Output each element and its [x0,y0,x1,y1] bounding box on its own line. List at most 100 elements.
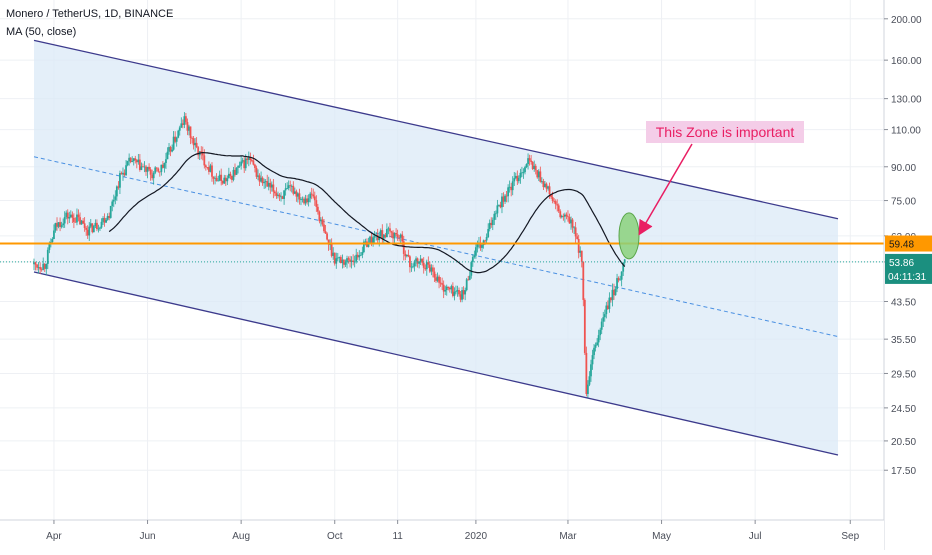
candle-body [588,376,591,385]
candle-body [303,198,305,204]
candle-body [593,347,595,356]
candle-body [42,263,45,270]
candle-body [362,241,365,252]
candle-body [369,236,371,244]
candle-body [201,152,204,156]
candle-body [217,180,220,182]
candle-body [166,151,169,160]
candle-body [74,221,77,223]
candle-body [453,291,456,296]
candle-body [473,255,476,258]
candle-body [488,222,491,230]
candle-body [278,194,281,197]
candle-body [491,219,494,226]
candle-body [92,226,95,233]
candle-body [115,186,118,197]
candle-body [185,116,187,123]
candle-body [102,218,104,222]
candle-body [231,175,233,180]
candle-body [418,261,421,264]
candle-body [145,166,147,172]
candle-body [138,159,141,170]
candle-body [272,184,275,192]
candle-body [404,253,407,257]
candle-body [490,222,493,226]
candle-body [175,137,178,142]
candle-body [559,211,562,218]
candle-body [599,329,602,336]
candle-body [232,169,235,180]
candle-body [320,219,322,222]
candle-body [183,116,186,125]
candle-body [163,163,166,168]
candle-body [39,267,42,270]
candle-body [126,161,129,166]
candle-body [151,174,154,179]
candle-body [359,254,362,256]
candle-body [498,204,500,206]
candle-body [255,167,258,177]
candle-body [551,197,554,201]
candle-body [338,257,341,258]
candle-body [571,219,574,228]
candle-body [481,245,483,248]
candle-body [304,198,307,204]
candle-body [398,237,401,239]
candle-body [501,196,503,208]
levels [0,212,884,263]
candle-body [356,254,359,258]
candle-body [448,288,451,290]
time-tick-label: Apr [46,531,62,542]
candle-body [143,166,146,168]
candle-body [436,276,439,281]
candle-body [247,156,250,160]
candle-body [539,171,542,182]
candle-body [281,196,284,199]
candle-body [106,216,109,220]
candle-body [160,164,163,172]
candle-body [80,220,83,225]
candle-body [45,263,48,269]
candle-body [347,258,350,260]
price-tick-label: 17.50 [891,466,916,477]
candle-body [464,290,467,295]
candle-body [580,250,583,262]
candle-body [287,185,290,189]
candle-body [614,288,617,296]
candle-body [395,233,398,235]
time-axis: Apr Jun Aug Oct 11 2020 Mar May Jul Sep [0,519,884,550]
level-price-text: 59.48 [889,240,914,251]
candle-body [117,186,120,188]
candle-body [461,290,463,300]
candle-body [123,172,126,176]
candle-body [583,299,586,353]
candle-body [96,222,98,230]
candle-body [410,266,413,268]
candle-body [590,364,592,377]
candle-body [48,244,51,250]
candle-body [149,169,152,175]
candle-body [88,226,91,236]
candle-body [499,204,502,208]
candle-body [318,211,321,222]
candle-body [132,158,135,162]
candle-body [221,180,224,184]
candle-body [352,260,355,263]
candle-body [171,149,173,152]
candle-body [577,239,580,253]
candle-body [181,123,184,125]
candle-body [293,191,296,194]
candle-body [189,126,192,138]
candle-body [379,230,382,237]
candle-body [203,155,206,166]
candle-body [195,142,198,148]
candle-body [188,126,190,131]
candle-body [174,136,177,142]
candle-body [412,266,414,268]
candle-body [605,305,608,315]
candle-body [161,164,164,168]
candle-body [224,177,227,182]
candle-body [616,278,618,289]
candle-body [432,267,434,272]
